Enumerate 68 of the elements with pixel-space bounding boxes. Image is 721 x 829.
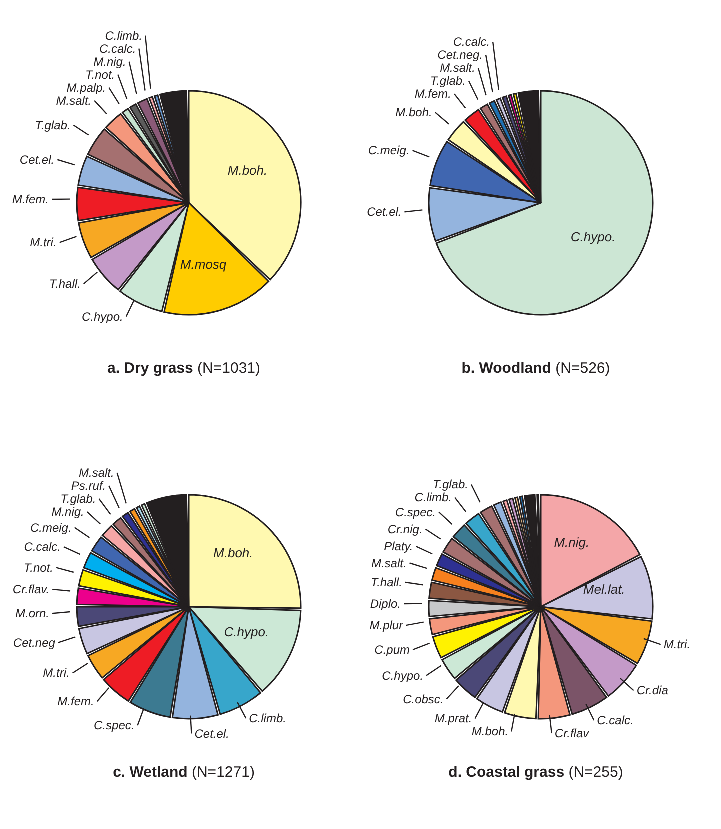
slice-label: M.boh. [472,724,509,739]
slice-label: Cr.nig. [388,522,423,536]
slice-label: M.plur [370,618,404,633]
text: (N=1031) [198,360,260,377]
slice-label: C.calc. [597,713,634,728]
slice-label: C.hypo. [382,668,424,683]
slice-label: Cet.neg. [438,48,484,62]
slice-label: C.limb. [105,28,143,43]
slice-label: T.not. [24,560,54,575]
slice-label: C.limb. [414,490,452,505]
slice-label: C.obsc. [403,692,444,706]
slice-label: M.palp. [66,80,106,95]
slice-label: Mel.lat. [583,582,626,598]
slice-label: M.boh. [396,106,432,120]
slice-label: Cet.el. [194,726,230,741]
slice-label: C.limb. [249,711,286,726]
slice-label: Cr.flav [554,726,590,740]
slice-label: M.fem. [414,87,452,102]
slice-label: C.meig. [30,520,72,535]
slice-label: Platy. [384,540,414,554]
slice-label: M.prat. [434,712,472,726]
slice-label: M.tri. [664,638,691,652]
slice-label: Cr.flav. [12,582,50,597]
slice-label: M.salt. [371,556,407,570]
slice-label: M.salt. [440,61,476,76]
slice-label: Diplo. [370,597,402,612]
slice-label: C.pum [374,642,410,657]
slice-label: M.nig. [52,505,84,520]
slice-label: M.boh. [228,163,268,178]
slice-label: C.hypo. [224,624,270,640]
slice-label: Cr.dia [636,684,669,698]
text: (N=255) [568,764,624,781]
slice-label: T.glab. [430,74,466,88]
slice-label: C.calc. [453,35,490,50]
slice-label: M.tri. [43,666,70,680]
slice-label: M.tri. [30,236,57,250]
slice-label: Cet.el. [367,205,402,220]
text: b. Woodland [462,360,552,377]
slice-label: T.glab. [60,492,96,506]
slice-label: C.calc. [100,42,136,56]
slice-label: M.salt. [78,466,114,480]
slice-label: M.mosq [180,257,228,272]
slice-label: Ps.ruf. [71,479,106,494]
slice-label: Cet.neg [13,636,56,650]
slice-label: C.hypo. [570,230,616,245]
slice-label: C.hypo. [82,310,124,324]
slice-label: C.meig. [368,144,410,158]
slice-label: T.glab. [35,118,71,132]
slice-label: M.orn. [15,606,50,621]
slice-label: C.calc. [24,540,61,554]
text: d. Coastal grass [448,764,565,781]
slice-label: C.spec. [94,718,135,733]
slice-label: M.boh. [214,546,254,561]
slice-label: T.glab. [432,478,468,492]
slice-label: M.nig. [94,54,126,69]
slice-label: T.hall. [370,575,402,590]
slice-label: T.hall. [49,277,81,292]
slice-label: T.not. [86,68,116,82]
slice-label: M.salt. [56,94,92,108]
slice-label: Cet.el. [20,152,55,167]
text: a. Dry grass [107,360,194,377]
slice-label: M.nig. [554,535,590,550]
text: c. Wetland [113,764,188,781]
text: (N=1271) [192,764,255,781]
slice-label: C.spec. [395,505,436,520]
slice-label: M.fem. [12,192,50,207]
text: (N=526) [556,360,610,377]
slice-label: M.fem. [58,694,94,709]
